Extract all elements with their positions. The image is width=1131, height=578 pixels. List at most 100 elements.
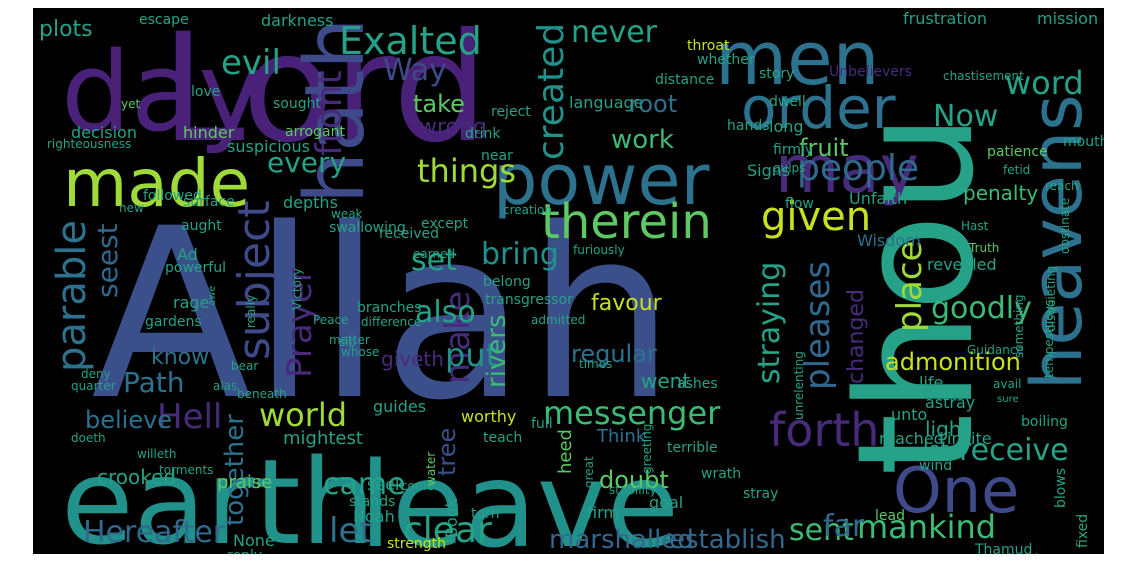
- cloud-word-people: people: [797, 148, 919, 189]
- cloud-word-earned: earned: [413, 247, 455, 261]
- cloud-word-transgressor: transgressor: [485, 292, 573, 308]
- cloud-word-mission: mission: [1037, 9, 1098, 28]
- cloud-word-aught: aught: [181, 218, 222, 234]
- cloud-word-mouths: mouths: [1063, 134, 1104, 150]
- cloud-word-depths: depths: [283, 193, 338, 212]
- cloud-word-came: came: [323, 467, 406, 502]
- cloud-word-whether: whether: [697, 52, 755, 68]
- cloud-word-day: day: [61, 28, 263, 156]
- cloud-word-work: work: [611, 125, 674, 155]
- cloud-word-throat: throat: [687, 38, 730, 54]
- cloud-word-new: new: [119, 201, 144, 215]
- cloud-word-admitted: admitted: [531, 313, 585, 327]
- cloud-word-therein: therein: [541, 194, 712, 250]
- cloud-word-near: near: [481, 148, 513, 164]
- cloud-word-reject: reject: [491, 104, 531, 120]
- cloud-word-together: together: [220, 414, 250, 526]
- cloud-word-straying: straying: [752, 262, 787, 384]
- cloud-word-patience: patience: [987, 144, 1048, 160]
- cloud-word-place: place: [890, 241, 930, 332]
- cloud-word-regular: regular: [571, 340, 657, 368]
- cloud-word-power: power: [493, 139, 710, 221]
- cloud-word-love: love: [191, 84, 220, 100]
- cloud-word-none: None: [233, 531, 275, 550]
- cloud-word-story: story: [759, 66, 794, 82]
- cloud-word-bring: bring: [481, 237, 559, 272]
- cloud-word-death: death: [1003, 552, 1043, 554]
- cloud-word-swallowing: swallowing: [329, 220, 406, 236]
- cloud-word-chastisement: chastisement: [943, 69, 1024, 83]
- cloud-word-weak: weak: [331, 207, 363, 221]
- cloud-word-wisdom: Wisdom: [857, 231, 921, 250]
- cloud-word-dwell: dwell: [769, 94, 806, 110]
- cloud-word-lord: Lord: [161, 8, 488, 176]
- cloud-word-guides: guides: [373, 397, 426, 416]
- cloud-word-book: Book: [442, 497, 461, 538]
- cloud-word-full: full: [531, 416, 553, 432]
- cloud-word-doeth: doeth: [71, 431, 106, 445]
- cloud-word-parable: parable: [49, 220, 95, 372]
- cloud-word-gardens: gardens: [145, 314, 202, 330]
- cloud-word-order: order: [741, 74, 896, 142]
- cloud-word-difference: difference: [361, 315, 421, 329]
- cloud-word-invite: invite: [947, 429, 992, 448]
- cloud-word-quarter: quarter: [71, 379, 116, 393]
- cloud-word-wrong: wrong: [419, 115, 487, 140]
- cloud-word-disquieting: disquieting: [1044, 266, 1058, 332]
- cloud-word-victory: Victory: [290, 268, 304, 310]
- cloud-word-something: something: [1012, 294, 1026, 358]
- word-cloud: Allah Lord earth leave thou day power hath men or…: [33, 8, 1104, 554]
- cloud-word-flow: flow: [785, 196, 814, 212]
- cloud-word-put: put: [445, 336, 498, 374]
- cloud-word-received: received: [379, 226, 439, 242]
- cloud-word-clear: clear: [403, 510, 492, 551]
- cloud-word-whose: whose: [341, 345, 379, 359]
- cloud-word-also: also: [415, 295, 476, 330]
- cloud-word-know: know: [151, 345, 209, 370]
- cloud-word-take: take: [413, 90, 465, 118]
- cloud-word-escape: escape: [139, 12, 189, 28]
- cloud-word-hinder: hinder: [183, 123, 235, 142]
- cloud-word-rivers: rivers: [482, 314, 512, 388]
- cloud-word-exalted: Exalted: [339, 19, 482, 63]
- cloud-word-strength: strength: [387, 536, 446, 552]
- cloud-word-unrelenting: unrelenting: [792, 351, 806, 420]
- cloud-word-went: went: [641, 369, 690, 393]
- cloud-word-terrible: terrible: [667, 440, 718, 456]
- cloud-word-leave: leave: [359, 436, 679, 554]
- cloud-word-unfaith: Unfaith: [849, 189, 907, 208]
- cloud-word-language: language: [569, 93, 644, 112]
- cloud-word-now: Now: [933, 99, 998, 134]
- cloud-word-yet: yet: [121, 97, 140, 111]
- cloud-word-heavens: heavens: [1016, 94, 1098, 390]
- cloud-word-lead: lead: [875, 508, 905, 524]
- cloud-word-forth: forth: [769, 403, 879, 457]
- cloud-word-gulps: gulps: [773, 161, 805, 175]
- cloud-word-every: every: [267, 146, 346, 179]
- cloud-word-giveth: giveth: [381, 347, 444, 371]
- cloud-word-changed: changed: [844, 289, 869, 384]
- cloud-word-earth: earth: [61, 433, 375, 554]
- cloud-word-made: made: [63, 145, 250, 222]
- cloud-word-tempestuous: tempestuous: [1042, 299, 1056, 378]
- cloud-word-stray: stray: [743, 486, 778, 502]
- cloud-word-beneath: beneath: [237, 387, 287, 401]
- cloud-word-world: world: [259, 396, 347, 434]
- cloud-word-truth: Truth: [968, 241, 999, 255]
- cloud-word-times: times: [579, 357, 612, 371]
- cloud-word-guidance: Guidance: [967, 343, 1024, 357]
- cloud-word-sent: sent: [789, 513, 854, 548]
- cloud-word-make: make: [438, 291, 478, 384]
- cloud-word-wind: wind: [919, 458, 952, 474]
- cloud-word-awe: awe: [207, 286, 218, 306]
- cloud-word-ad: Ad: [177, 245, 198, 264]
- cloud-word-things: things: [417, 152, 516, 190]
- cloud-word-life: life: [919, 373, 943, 392]
- cloud-word-obstinate: obstinate: [1058, 198, 1072, 254]
- cloud-word-reply: reply: [227, 548, 262, 554]
- cloud-word-heed: heed: [555, 429, 576, 474]
- cloud-word-believe: believe: [85, 406, 172, 434]
- cloud-word-mightest: mightest: [283, 428, 363, 449]
- cloud-word-one: One: [893, 454, 1019, 527]
- cloud-word-torments: torments: [159, 463, 213, 477]
